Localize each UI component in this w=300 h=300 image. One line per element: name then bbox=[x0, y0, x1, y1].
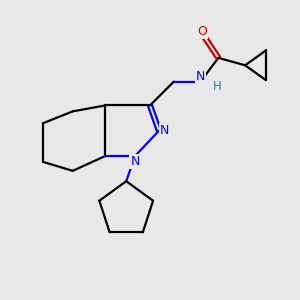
Text: H: H bbox=[212, 80, 221, 93]
Text: N: N bbox=[196, 70, 205, 83]
Text: N: N bbox=[160, 124, 170, 137]
Text: O: O bbox=[197, 25, 207, 38]
Text: N: N bbox=[130, 155, 140, 168]
